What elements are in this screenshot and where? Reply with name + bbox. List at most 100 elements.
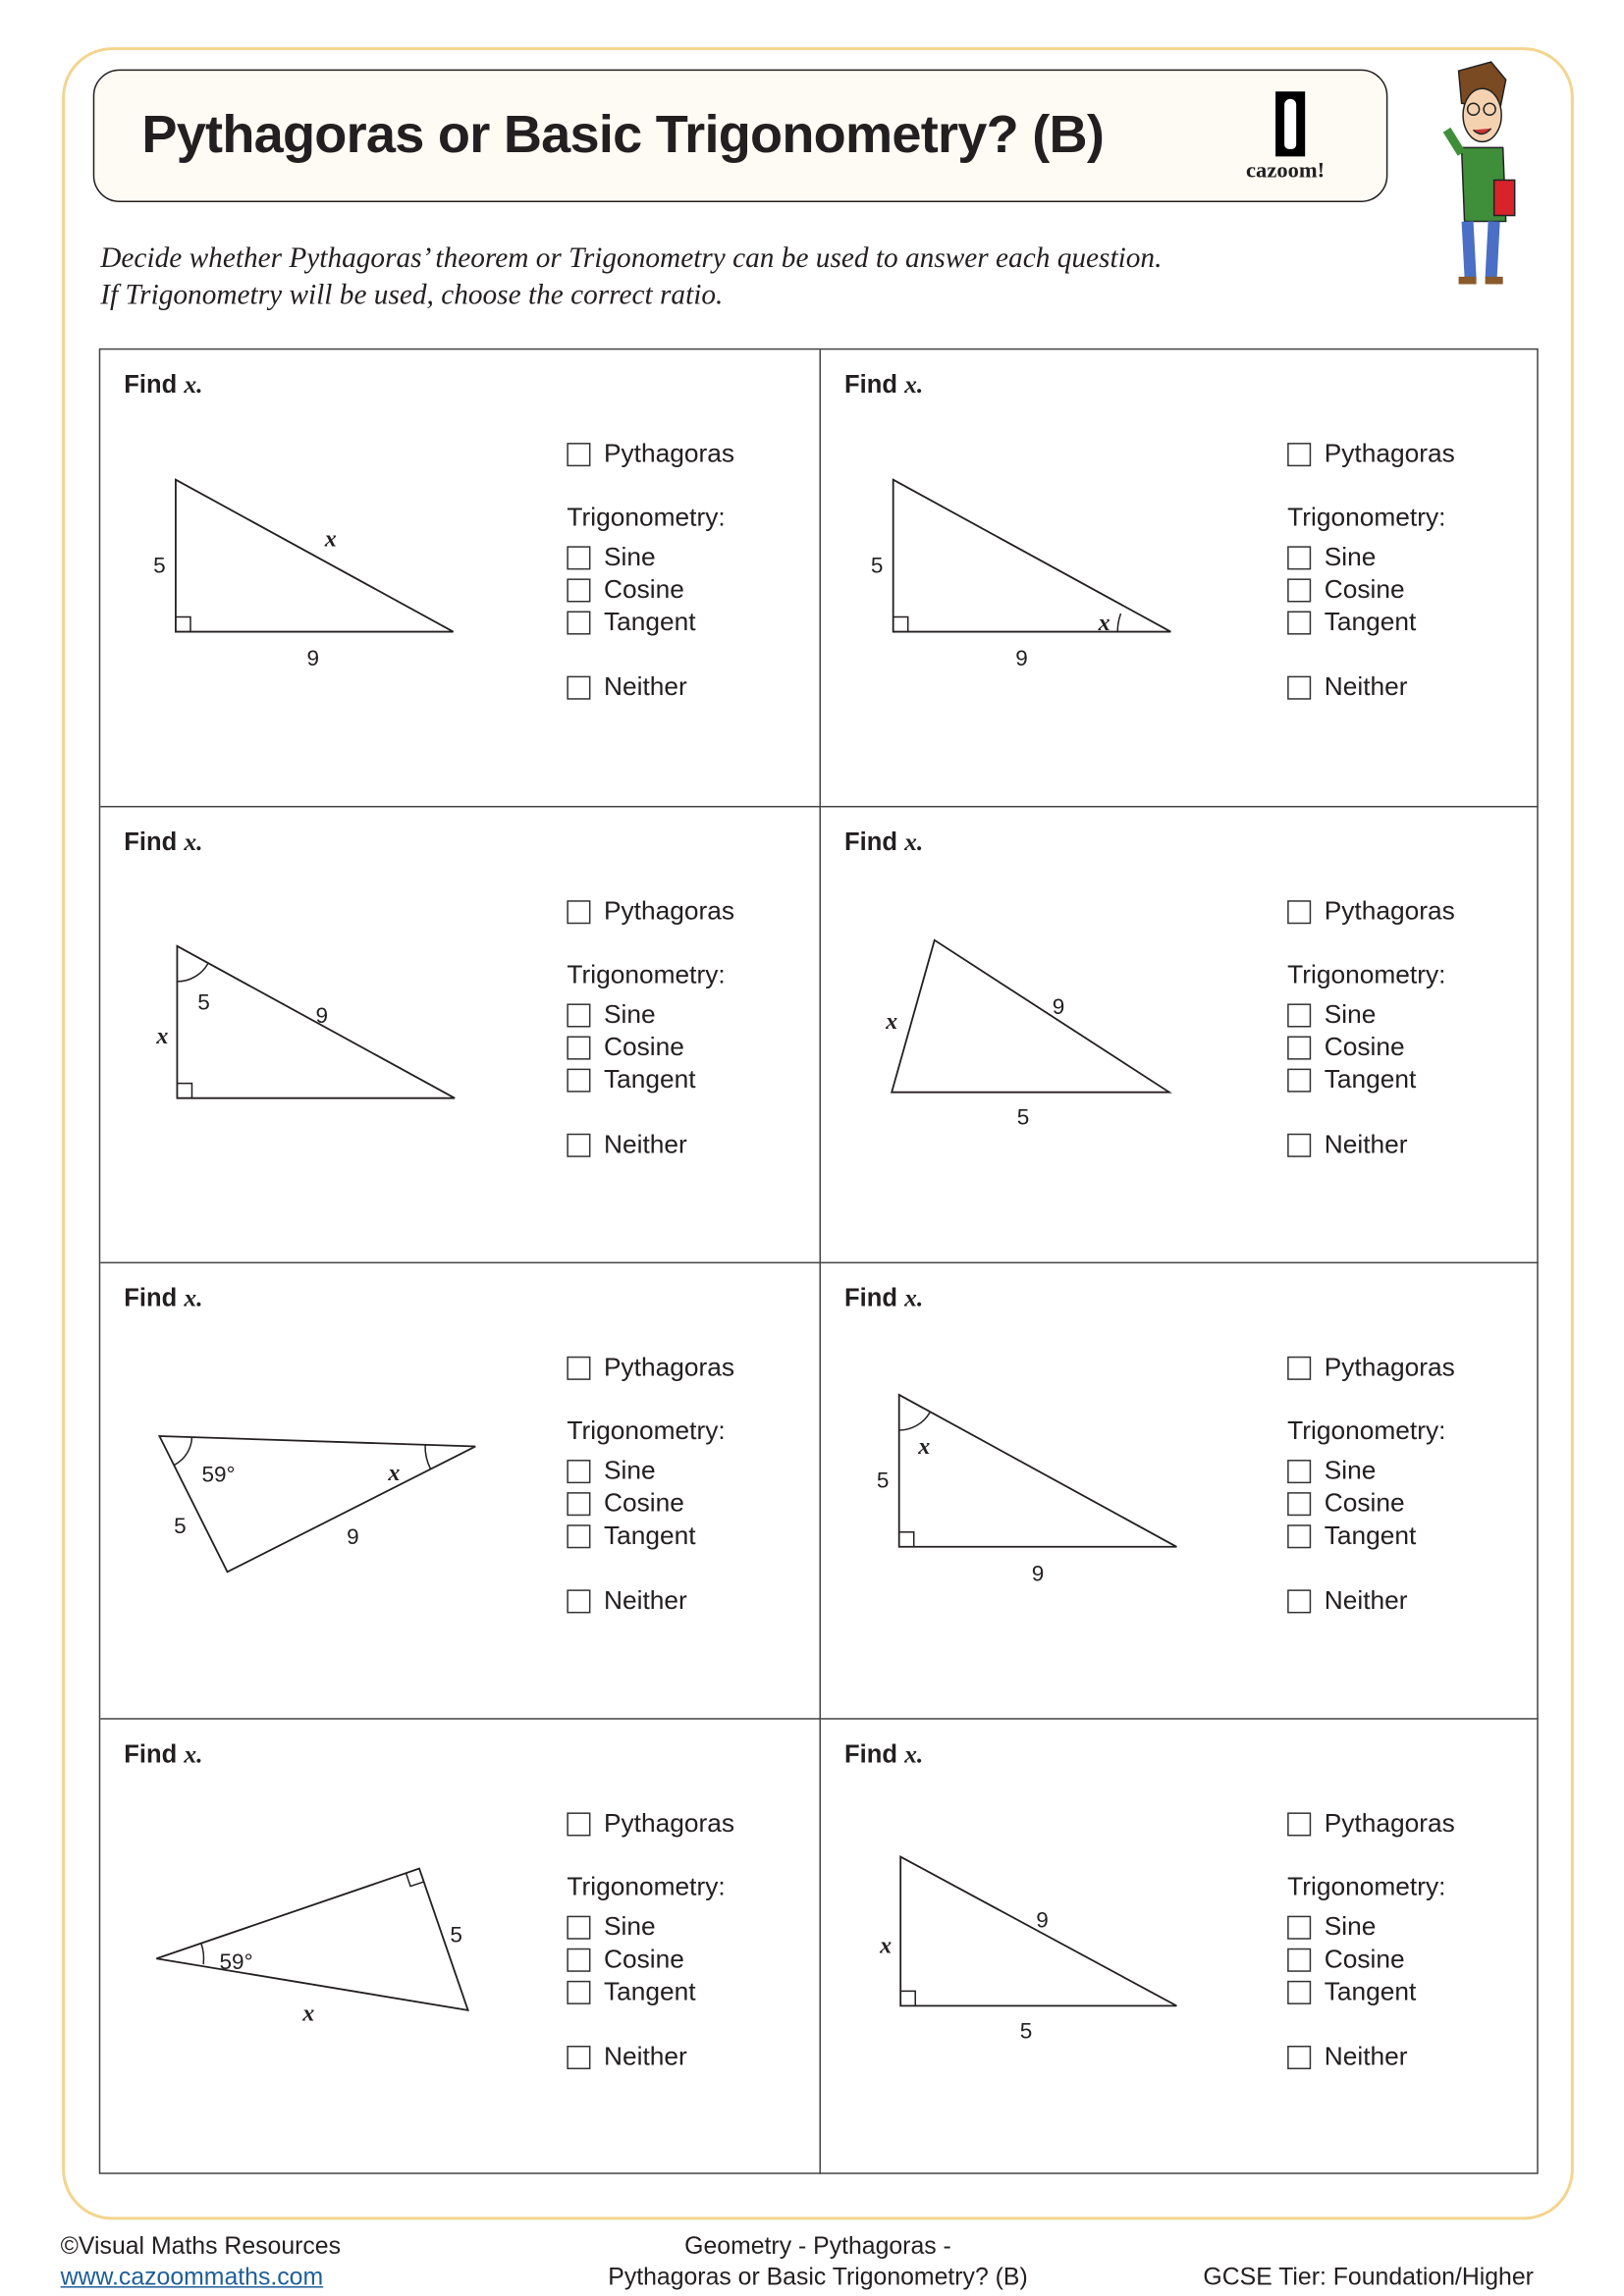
- option-neither[interactable]: Neither: [567, 1585, 687, 1617]
- checkbox[interactable]: [567, 1035, 591, 1059]
- website-link[interactable]: www.cazoommaths.com: [60, 2264, 324, 2291]
- checkbox[interactable]: [1287, 2045, 1312, 2069]
- option-neither[interactable]: Neither: [567, 671, 687, 703]
- tier-label: GCSE Tier: Foundation/Higher: [1203, 2264, 1534, 2291]
- checkbox[interactable]: [567, 1811, 591, 1836]
- option-sine[interactable]: Sine: [567, 1911, 656, 1943]
- footer-center: Geometry - Pythagoras - Pythagoras or Ba…: [581, 2231, 1054, 2293]
- option-sine[interactable]: Sine: [567, 1456, 656, 1487]
- checkbox[interactable]: [567, 1067, 591, 1092]
- checkbox[interactable]: [1287, 442, 1312, 466]
- option-cosine[interactable]: Cosine: [1287, 574, 1405, 606]
- question-cell: Find x. Pythagoras Trigonometry: Sine Co…: [819, 805, 1539, 1262]
- checkbox[interactable]: [1287, 1491, 1312, 1516]
- option-sine[interactable]: Sine: [1287, 1456, 1376, 1487]
- checkbox[interactable]: [567, 899, 591, 924]
- option-pythagoras[interactable]: Pythagoras: [567, 896, 734, 928]
- question-prompt: Find x.: [844, 828, 923, 858]
- option-cosine[interactable]: Cosine: [1287, 1032, 1405, 1063]
- option-label: Sine: [603, 998, 656, 1030]
- question-grid: Find x. Pythagoras Trigonometry: Sine Co…: [98, 347, 1539, 2174]
- checkbox[interactable]: [1287, 1523, 1312, 1548]
- checkbox[interactable]: [1287, 1067, 1312, 1092]
- checkbox[interactable]: [567, 2045, 591, 2069]
- option-pythagoras[interactable]: Pythagoras: [1287, 1808, 1455, 1840]
- checkbox[interactable]: [567, 674, 591, 699]
- option-label: Cosine: [603, 1032, 684, 1062]
- option-neither[interactable]: Neither: [1287, 1129, 1408, 1160]
- checkbox[interactable]: [567, 610, 591, 634]
- option-pythagoras[interactable]: Pythagoras: [567, 439, 734, 470]
- option-sine[interactable]: Sine: [1287, 542, 1376, 573]
- option-sine[interactable]: Sine: [1287, 999, 1376, 1031]
- option-tangent[interactable]: Tangent: [567, 1521, 696, 1552]
- option-cosine[interactable]: Cosine: [1287, 1944, 1405, 1975]
- checkbox[interactable]: [1287, 899, 1312, 924]
- option-neither[interactable]: Neither: [1287, 671, 1408, 703]
- option-label: Sine: [1324, 1911, 1377, 1942]
- checkbox[interactable]: [567, 545, 591, 569]
- checkbox[interactable]: [567, 1914, 591, 1939]
- checkbox[interactable]: [567, 1002, 591, 1027]
- checkbox[interactable]: [567, 1133, 591, 1157]
- find-label: Find: [844, 1284, 898, 1312]
- checkbox[interactable]: [1287, 545, 1312, 569]
- option-pythagoras[interactable]: Pythagoras: [1287, 1352, 1455, 1383]
- checkbox[interactable]: [1287, 1002, 1312, 1027]
- option-tangent[interactable]: Tangent: [567, 1064, 696, 1095]
- checkbox[interactable]: [1287, 674, 1312, 699]
- option-tangent[interactable]: Tangent: [1287, 1064, 1416, 1095]
- option-pythagoras[interactable]: Pythagoras: [567, 1808, 734, 1840]
- checkbox[interactable]: [567, 1588, 591, 1613]
- measure-label: 9: [347, 1524, 359, 1549]
- option-tangent[interactable]: Tangent: [1287, 1976, 1416, 2007]
- checkbox[interactable]: [567, 1356, 591, 1380]
- checkbox[interactable]: [567, 1980, 591, 2004]
- option-tangent[interactable]: Tangent: [567, 1976, 696, 2007]
- footer-left: ©Visual Maths Resources www.cazoommaths.…: [61, 2231, 341, 2293]
- option-label: Tangent: [1324, 1520, 1417, 1550]
- checkbox[interactable]: [567, 1491, 591, 1516]
- checkbox[interactable]: [1287, 1133, 1312, 1157]
- checkbox[interactable]: [1287, 610, 1312, 634]
- checkbox[interactable]: [1287, 577, 1312, 602]
- variable-label: x.: [184, 828, 203, 857]
- checkbox[interactable]: [1287, 1588, 1312, 1613]
- option-cosine[interactable]: Cosine: [567, 1944, 684, 1975]
- option-tangent[interactable]: Tangent: [1287, 607, 1416, 638]
- triangle: [890, 938, 1172, 1094]
- option-cosine[interactable]: Cosine: [567, 1488, 684, 1520]
- checkbox[interactable]: [1287, 1980, 1312, 2004]
- option-pythagoras[interactable]: Pythagoras: [1287, 439, 1455, 470]
- checkbox[interactable]: [567, 1459, 591, 1483]
- option-neither[interactable]: Neither: [567, 2041, 687, 2072]
- find-label: Find: [844, 828, 898, 857]
- checkbox[interactable]: [567, 1948, 591, 1972]
- option-cosine[interactable]: Cosine: [567, 1032, 684, 1063]
- option-sine[interactable]: Sine: [567, 542, 656, 573]
- checkbox[interactable]: [1287, 1459, 1312, 1483]
- checkbox[interactable]: [567, 1523, 591, 1548]
- checkbox[interactable]: [1287, 1914, 1312, 1939]
- checkbox[interactable]: [1287, 1035, 1312, 1059]
- checkbox[interactable]: [1287, 1356, 1312, 1380]
- checkbox[interactable]: [567, 577, 591, 602]
- triangle: [156, 1867, 469, 2012]
- checkbox[interactable]: [1287, 1811, 1312, 1836]
- option-pythagoras[interactable]: Pythagoras: [1287, 896, 1455, 928]
- triangle-diagram: 59° 5 x: [156, 1867, 469, 2026]
- option-neither[interactable]: Neither: [1287, 1585, 1408, 1617]
- option-pythagoras[interactable]: Pythagoras: [567, 1352, 734, 1383]
- checkbox[interactable]: [1287, 1948, 1312, 1972]
- option-cosine[interactable]: Cosine: [1287, 1488, 1405, 1520]
- option-sine[interactable]: Sine: [567, 998, 656, 1031]
- option-tangent[interactable]: Tangent: [1287, 1521, 1416, 1552]
- right-angle-marker: [898, 1530, 915, 1547]
- option-sine[interactable]: Sine: [1287, 1911, 1376, 1943]
- option-neither[interactable]: Neither: [1287, 2041, 1408, 2072]
- option-neither[interactable]: Neither: [567, 1129, 687, 1160]
- triangle: [899, 1855, 1177, 2007]
- option-cosine[interactable]: Cosine: [567, 574, 684, 606]
- checkbox[interactable]: [567, 442, 591, 466]
- option-tangent[interactable]: Tangent: [567, 607, 696, 638]
